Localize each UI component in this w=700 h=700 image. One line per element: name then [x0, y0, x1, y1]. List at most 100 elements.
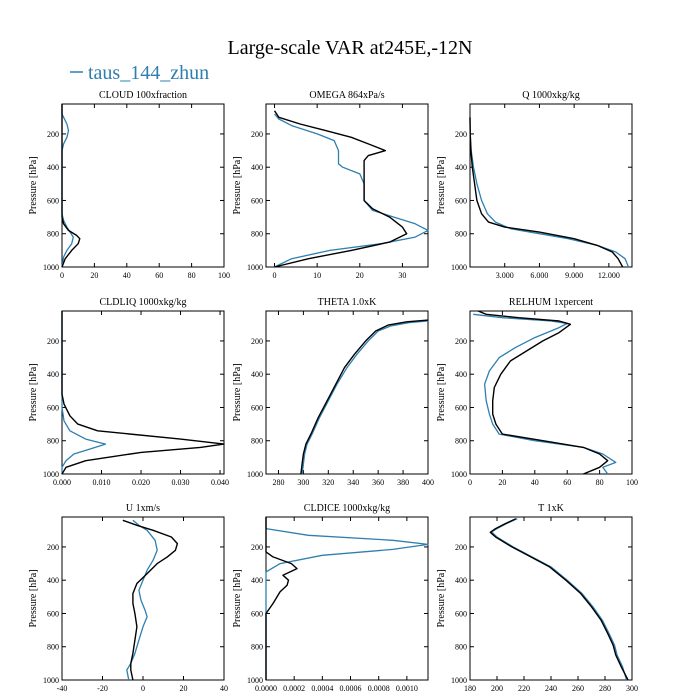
x-tick-label: 280: [599, 684, 611, 693]
y-tick-label: 400: [455, 370, 467, 379]
x-tick-label: 60: [155, 271, 163, 280]
series-line-reference: [489, 518, 629, 681]
x-tick-label: 0.0000: [255, 684, 277, 693]
y-tick-label: 400: [251, 576, 263, 585]
series-line-taus_144_zhun: [61, 311, 107, 474]
y-axis-label: Pressure [hPa]: [28, 569, 39, 627]
x-tick-label: 0.030: [172, 478, 190, 487]
x-tick-label: 20: [90, 271, 98, 280]
series-line-reference: [273, 110, 408, 268]
x-tick-label: 10: [313, 271, 321, 280]
x-tick-label: 260: [572, 684, 584, 693]
y-axis-label: Pressure [hPa]: [232, 156, 243, 214]
x-tick-label: 0.040: [211, 478, 229, 487]
y-tick-label: 200: [47, 337, 59, 346]
y-tick-label: 600: [251, 403, 263, 412]
y-axis-label: Pressure [hPa]: [28, 156, 39, 214]
series-line-taus_144_zhun: [61, 104, 74, 268]
x-tick-label: -40: [57, 684, 68, 693]
y-tick-label: 600: [455, 609, 467, 618]
y-tick-label: 800: [47, 643, 59, 652]
x-tick-label: 180: [464, 684, 476, 693]
x-tick-label: 100: [218, 271, 230, 280]
x-tick-label: 0.0008: [368, 684, 390, 693]
figure-title: Large-scale VAR at245E,-12N: [228, 37, 473, 59]
y-tick-label: 600: [47, 609, 59, 618]
x-tick-label: 30: [398, 271, 406, 280]
series-line-taus_144_zhun: [126, 519, 158, 681]
series-line-reference: [61, 311, 225, 475]
x-tick-label: 20: [498, 478, 506, 487]
y-tick-label: 800: [251, 643, 263, 652]
y-tick-label: 200: [251, 543, 263, 552]
panel-8: CLDICE 1000xkg/kg Pressure [hPa] 200 400 600…: [232, 503, 429, 693]
x-tick-label: 340: [347, 478, 359, 487]
x-tick-label: 300: [626, 684, 638, 693]
y-axis-label: Pressure [hPa]: [436, 156, 447, 214]
y-tick-label: 600: [251, 196, 263, 205]
y-tick-label: 1000: [451, 263, 467, 272]
x-tick-label: 0.000: [53, 478, 71, 487]
x-tick-label: 40: [123, 271, 131, 280]
y-tick-label: 200: [251, 130, 263, 139]
y-tick-label: 400: [251, 370, 263, 379]
panel-title: CLOUD 100xfraction: [99, 90, 187, 101]
x-tick-label: 40: [220, 684, 228, 693]
y-tick-label: 200: [455, 543, 467, 552]
y-tick-label: 1000: [247, 470, 263, 479]
y-tick-label: 200: [455, 337, 467, 346]
y-tick-label: 600: [251, 609, 263, 618]
series-line-reference: [477, 310, 609, 475]
x-tick-label: 60: [563, 478, 571, 487]
y-axis-label: Pressure [hPa]: [436, 363, 447, 421]
x-tick-label: 20: [180, 684, 188, 693]
plot-frame: [469, 103, 633, 268]
y-tick-label: 800: [455, 643, 467, 652]
x-tick-label: 3.000: [496, 271, 514, 280]
y-axis-label: Pressure [hPa]: [28, 363, 39, 421]
plot-frame: [61, 516, 225, 681]
x-tick-label: 280: [272, 478, 284, 487]
panel-title: THETA 1.0xK: [318, 297, 377, 308]
y-tick-label: 1000: [451, 676, 467, 685]
y-tick-label: 1000: [451, 470, 467, 479]
x-tick-label: 220: [518, 684, 530, 693]
panel-title: CLDICE 1000xkg/kg: [304, 503, 390, 514]
panel-title: OMEGA 864xPa/s: [309, 90, 384, 101]
plot-frame: [265, 103, 429, 268]
panel-title: U 1xm/s: [126, 503, 160, 514]
series-line-taus_144_zhun: [490, 518, 628, 681]
y-tick-label: 800: [251, 437, 263, 446]
x-tick-label: 20: [356, 271, 364, 280]
series-line-taus_144_zhun: [469, 117, 630, 268]
x-tick-label: 0: [468, 478, 472, 487]
x-tick-label: 0.020: [132, 478, 150, 487]
x-tick-label: 0: [60, 271, 64, 280]
y-tick-label: 400: [251, 163, 263, 172]
y-tick-label: 200: [47, 130, 59, 139]
y-tick-label: 400: [47, 576, 59, 585]
y-tick-label: 800: [455, 437, 467, 446]
series-line-taus_144_zhun: [301, 320, 429, 475]
x-tick-label: 100: [626, 478, 638, 487]
x-tick-label: 80: [596, 478, 604, 487]
series-line-reference: [265, 517, 298, 680]
x-tick-label: -20: [97, 684, 108, 693]
series-line-reference: [469, 117, 624, 268]
panel-4: CLDLIQ 1000xkg/kg Pressure [hPa] 200 400 600…: [28, 297, 229, 487]
x-tick-label: 40: [531, 478, 539, 487]
x-tick-label: 0: [273, 271, 277, 280]
x-tick-label: 0.0002: [283, 684, 305, 693]
panel-5: THETA 1.0xK Pressure [hPa] 200 400 600 800 100…: [232, 297, 434, 487]
y-tick-label: 200: [47, 543, 59, 552]
x-tick-label: 9.000: [565, 271, 583, 280]
y-tick-label: 800: [47, 437, 59, 446]
x-tick-label: 0.010: [93, 478, 111, 487]
legend-label: taus_144_zhun: [88, 62, 209, 84]
y-tick-label: 400: [47, 163, 59, 172]
x-tick-label: 200: [491, 684, 503, 693]
x-tick-label: 360: [372, 478, 384, 487]
y-tick-label: 400: [47, 370, 59, 379]
